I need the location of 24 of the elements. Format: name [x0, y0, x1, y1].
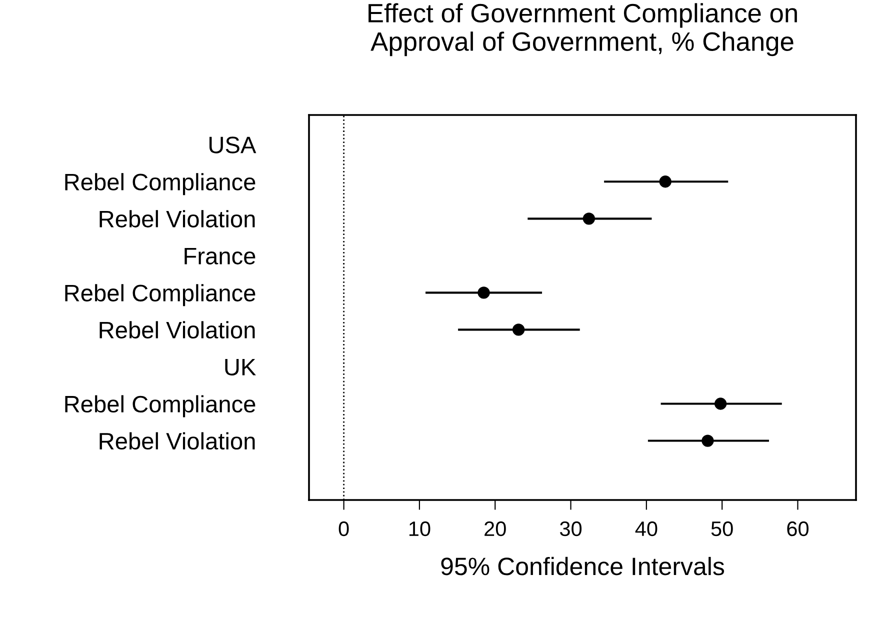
x-tick-label: 0 [338, 521, 349, 536]
x-tick-label: 40 [635, 521, 658, 536]
y-tick-label: Rebel Compliance [65, 284, 256, 306]
y-tick-label: Rebel Violation [100, 432, 255, 450]
y-tick-label: France [184, 248, 256, 264]
point [714, 398, 727, 410]
x-tick-label: 60 [787, 521, 809, 536]
chart-title: Effect of Government Compliance on Approval of Government, % Change [368, 3, 797, 56]
point [478, 286, 490, 299]
point [702, 434, 714, 447]
y-tick-label: Rebel Compliance [65, 173, 256, 196]
x-axis-title: 95% Confidence Intervals [441, 556, 724, 576]
y-tick-label: UK [225, 359, 256, 376]
y-tick-label: Rebel Violation [100, 321, 255, 338]
x-tick-label: 10 [409, 521, 430, 536]
x-tick-label: 30 [560, 521, 582, 536]
x-tick-label: 20 [484, 521, 506, 536]
point [659, 176, 672, 188]
y-tick-label: Rebel Violation [100, 210, 255, 228]
x-tick-label: 50 [711, 521, 733, 536]
point [512, 324, 525, 336]
y-tick-label: Rebel Compliance [65, 395, 256, 418]
y-tick-label: USA [209, 136, 256, 154]
point [582, 212, 596, 225]
